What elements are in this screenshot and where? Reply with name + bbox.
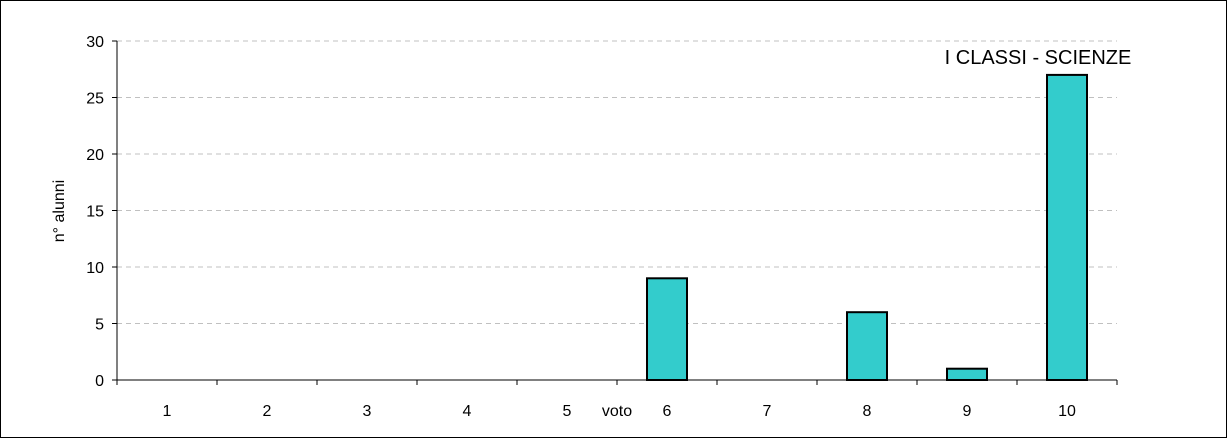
tick-labels: 0 5 10 15 20 25 30 1 2 3 4 5 6 7 8 9 10 bbox=[86, 34, 1076, 420]
x-tick-label-9: 9 bbox=[963, 403, 972, 420]
y-tick-label-0: 0 bbox=[95, 373, 104, 390]
x-tick-label-2: 2 bbox=[263, 403, 272, 420]
y-tick-label-15: 15 bbox=[86, 204, 104, 221]
y-tick-label-10: 10 bbox=[86, 260, 104, 277]
bar-9 bbox=[946, 367, 988, 382]
x-axis-label: voto bbox=[602, 403, 632, 420]
chart-title: I CLASSI - SCIENZE bbox=[945, 47, 1132, 69]
gridlines bbox=[117, 40, 1117, 324]
y-tick-label-5: 5 bbox=[95, 317, 104, 334]
y-tick-label-30: 30 bbox=[86, 34, 104, 51]
x-tick-label-10: 10 bbox=[1058, 403, 1076, 420]
axes bbox=[112, 40, 1118, 385]
y-tick-label-20: 20 bbox=[86, 147, 104, 164]
bar-6 bbox=[646, 277, 688, 381]
x-tick-label-5: 5 bbox=[563, 403, 572, 420]
x-tick-label-4: 4 bbox=[463, 403, 472, 420]
y-axis-label: n° alunni bbox=[51, 180, 68, 242]
y-tick-label-25: 25 bbox=[86, 91, 104, 108]
x-tick-label-1: 1 bbox=[163, 403, 172, 420]
x-tick-label-8: 8 bbox=[863, 403, 872, 420]
x-tick-label-6: 6 bbox=[663, 403, 672, 420]
bar-10 bbox=[1046, 73, 1088, 382]
x-tick-label-3: 3 bbox=[363, 403, 372, 420]
x-tick-label-7: 7 bbox=[763, 403, 772, 420]
bar-8 bbox=[846, 311, 888, 382]
